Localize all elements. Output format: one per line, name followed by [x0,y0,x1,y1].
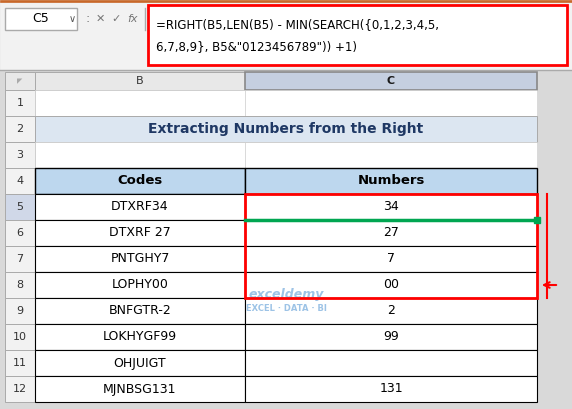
Bar [5,116,35,142]
Text: DTXRF 27: DTXRF 27 [109,227,171,240]
Bar [35,168,245,194]
Text: 27: 27 [383,227,399,240]
Text: 9: 9 [17,306,23,316]
Text: DTXRF34: DTXRF34 [111,200,169,213]
Text: C5: C5 [33,13,49,25]
Text: LOPHY00: LOPHY00 [112,279,168,292]
Bar [245,142,537,168]
Bar [35,272,245,298]
Text: BNFGTR-2: BNFGTR-2 [109,304,172,317]
Bar [5,324,35,350]
Text: MJNBSG131: MJNBSG131 [104,382,177,396]
Text: Extracting Numbers from the Right: Extracting Numbers from the Right [148,122,424,136]
Text: PNTGHY7: PNTGHY7 [110,252,170,265]
Text: 34: 34 [383,200,399,213]
Bar [5,168,35,194]
Text: 10: 10 [13,332,27,342]
Text: 7: 7 [17,254,23,264]
Text: 2: 2 [387,304,395,317]
Text: OHJUIGT: OHJUIGT [114,357,166,369]
Bar [245,272,537,298]
Bar [35,72,245,90]
Bar [35,116,537,142]
Bar [245,246,537,272]
Bar [35,298,245,324]
Text: 7: 7 [387,252,395,265]
Text: C: C [387,76,395,86]
Bar [245,194,537,298]
Text: 11: 11 [13,358,27,368]
Text: LOKHYGF99: LOKHYGF99 [103,330,177,344]
Bar [245,298,537,324]
Bar [245,194,537,220]
Bar [245,350,537,376]
Bar [148,5,567,65]
Bar [245,90,537,116]
Text: ∨: ∨ [69,14,76,24]
Bar [35,376,245,402]
Text: 6: 6 [17,228,23,238]
Text: 00: 00 [383,279,399,292]
Bar [5,142,35,168]
Text: 2: 2 [17,124,23,134]
Bar [245,72,537,90]
Text: 8: 8 [17,280,23,290]
Text: Codes: Codes [117,175,162,187]
Bar [245,220,537,246]
Bar [35,220,245,246]
Bar [5,90,35,116]
Bar [245,376,537,402]
Text: exceldemy: exceldemy [248,288,324,301]
Text: ◤: ◤ [17,78,23,84]
Text: 5: 5 [17,202,23,212]
Bar [0,0,572,2]
Text: ✕: ✕ [96,14,105,24]
Bar [5,220,35,246]
Bar [35,142,245,168]
Text: 131: 131 [379,382,403,396]
Bar [5,350,35,376]
Bar [35,194,245,220]
Bar [245,324,537,350]
Text: ✓: ✓ [112,14,121,24]
Bar [0,0,572,70]
Bar [5,298,35,324]
Bar [5,272,35,298]
Text: fx: fx [128,14,138,24]
Text: :: : [86,13,90,25]
Bar [35,246,245,272]
Bar [35,324,245,350]
Text: EXCEL · DATA · BI: EXCEL · DATA · BI [245,303,327,312]
Text: 6,7,8,9}, B5&"0123456789")) +1): 6,7,8,9}, B5&"0123456789")) +1) [156,40,357,54]
Text: 1: 1 [17,98,23,108]
Bar [245,168,537,194]
Text: 3: 3 [17,150,23,160]
Bar [5,8,77,30]
Text: 4: 4 [17,176,23,186]
Bar [5,194,35,220]
Bar [5,376,35,402]
Text: B: B [136,76,144,86]
Bar [35,90,245,116]
Bar [5,246,35,272]
Bar [5,72,35,90]
Text: Numbers: Numbers [358,175,424,187]
Text: =RIGHT(B5,LEN(B5) - MIN(SEARCH({0,1,2,3,4,5,: =RIGHT(B5,LEN(B5) - MIN(SEARCH({0,1,2,3,… [156,18,439,31]
Text: 99: 99 [383,330,399,344]
Text: 12: 12 [13,384,27,394]
Bar [35,350,245,376]
